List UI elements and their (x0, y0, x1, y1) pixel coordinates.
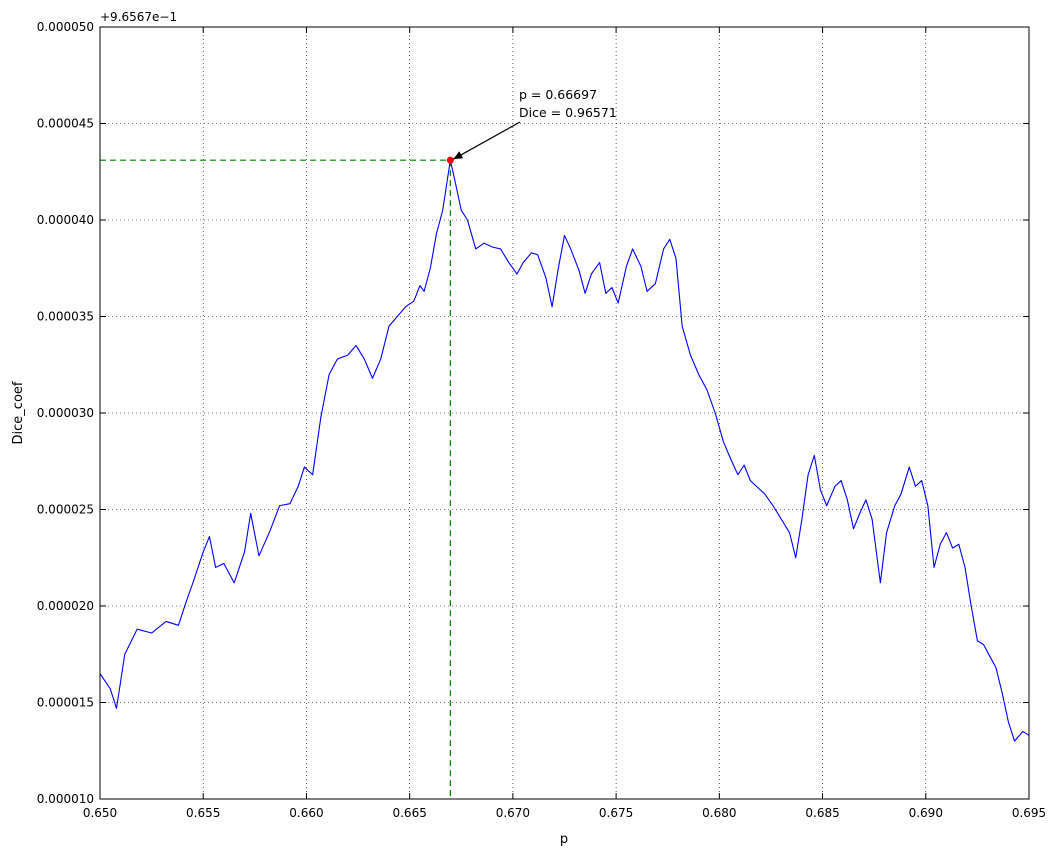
x-tick-label: 0.665 (392, 806, 426, 820)
max-point-marker (446, 156, 454, 164)
y-tick-label: 0.000040 (37, 213, 94, 227)
series-group (99, 156, 1030, 742)
x-tick-label: 0.660 (289, 806, 323, 820)
x-tick-label: 0.695 (1012, 806, 1046, 820)
max-guide-lines (100, 159, 451, 799)
y-offset-text: +9.6567e−1 (100, 10, 177, 24)
axis-ticks (99, 26, 1030, 800)
y-tick-label: 0.000015 (37, 696, 94, 710)
y-tick-label: 0.000050 (37, 20, 94, 34)
x-axis-label: p (560, 832, 568, 847)
y-axis-label: Dice_coef (11, 381, 26, 444)
annotation-arrowhead (453, 151, 464, 160)
y-tick-label: 0.000045 (37, 117, 94, 131)
y-tick-label: 0.000020 (37, 599, 94, 613)
annotation-arrow (453, 121, 521, 160)
annotation-p-label: p = 0.66697 (519, 87, 597, 102)
x-tick-label: 0.675 (599, 806, 633, 820)
series-line (99, 159, 1030, 742)
y-tick-labels: 0.000010 0.000015 0.000020 0.000025 0.000030… (37, 20, 94, 806)
x-tick-label: 0.680 (702, 806, 736, 820)
annotation-dice-label: Dice = 0.96571 (519, 105, 617, 120)
y-tick-label: 0.000030 (37, 406, 94, 420)
x-tick-label: 0.670 (496, 806, 530, 820)
x-tick-labels: 0.650 0.655 0.660 0.665 0.670 0.675 0.680 0.685… (83, 806, 1046, 820)
x-tick-label: 0.655 (186, 806, 220, 820)
x-tick-label: 0.690 (909, 806, 943, 820)
y-tick-label: 0.000035 (37, 310, 94, 324)
max-annotation: p = 0.66697 Dice = 0.96571 (453, 87, 617, 160)
y-tick-label: 0.000025 (37, 503, 94, 517)
x-tick-label: 0.685 (805, 806, 839, 820)
x-tick-label: 0.650 (83, 806, 117, 820)
y-tick-label: 0.000010 (37, 792, 94, 806)
